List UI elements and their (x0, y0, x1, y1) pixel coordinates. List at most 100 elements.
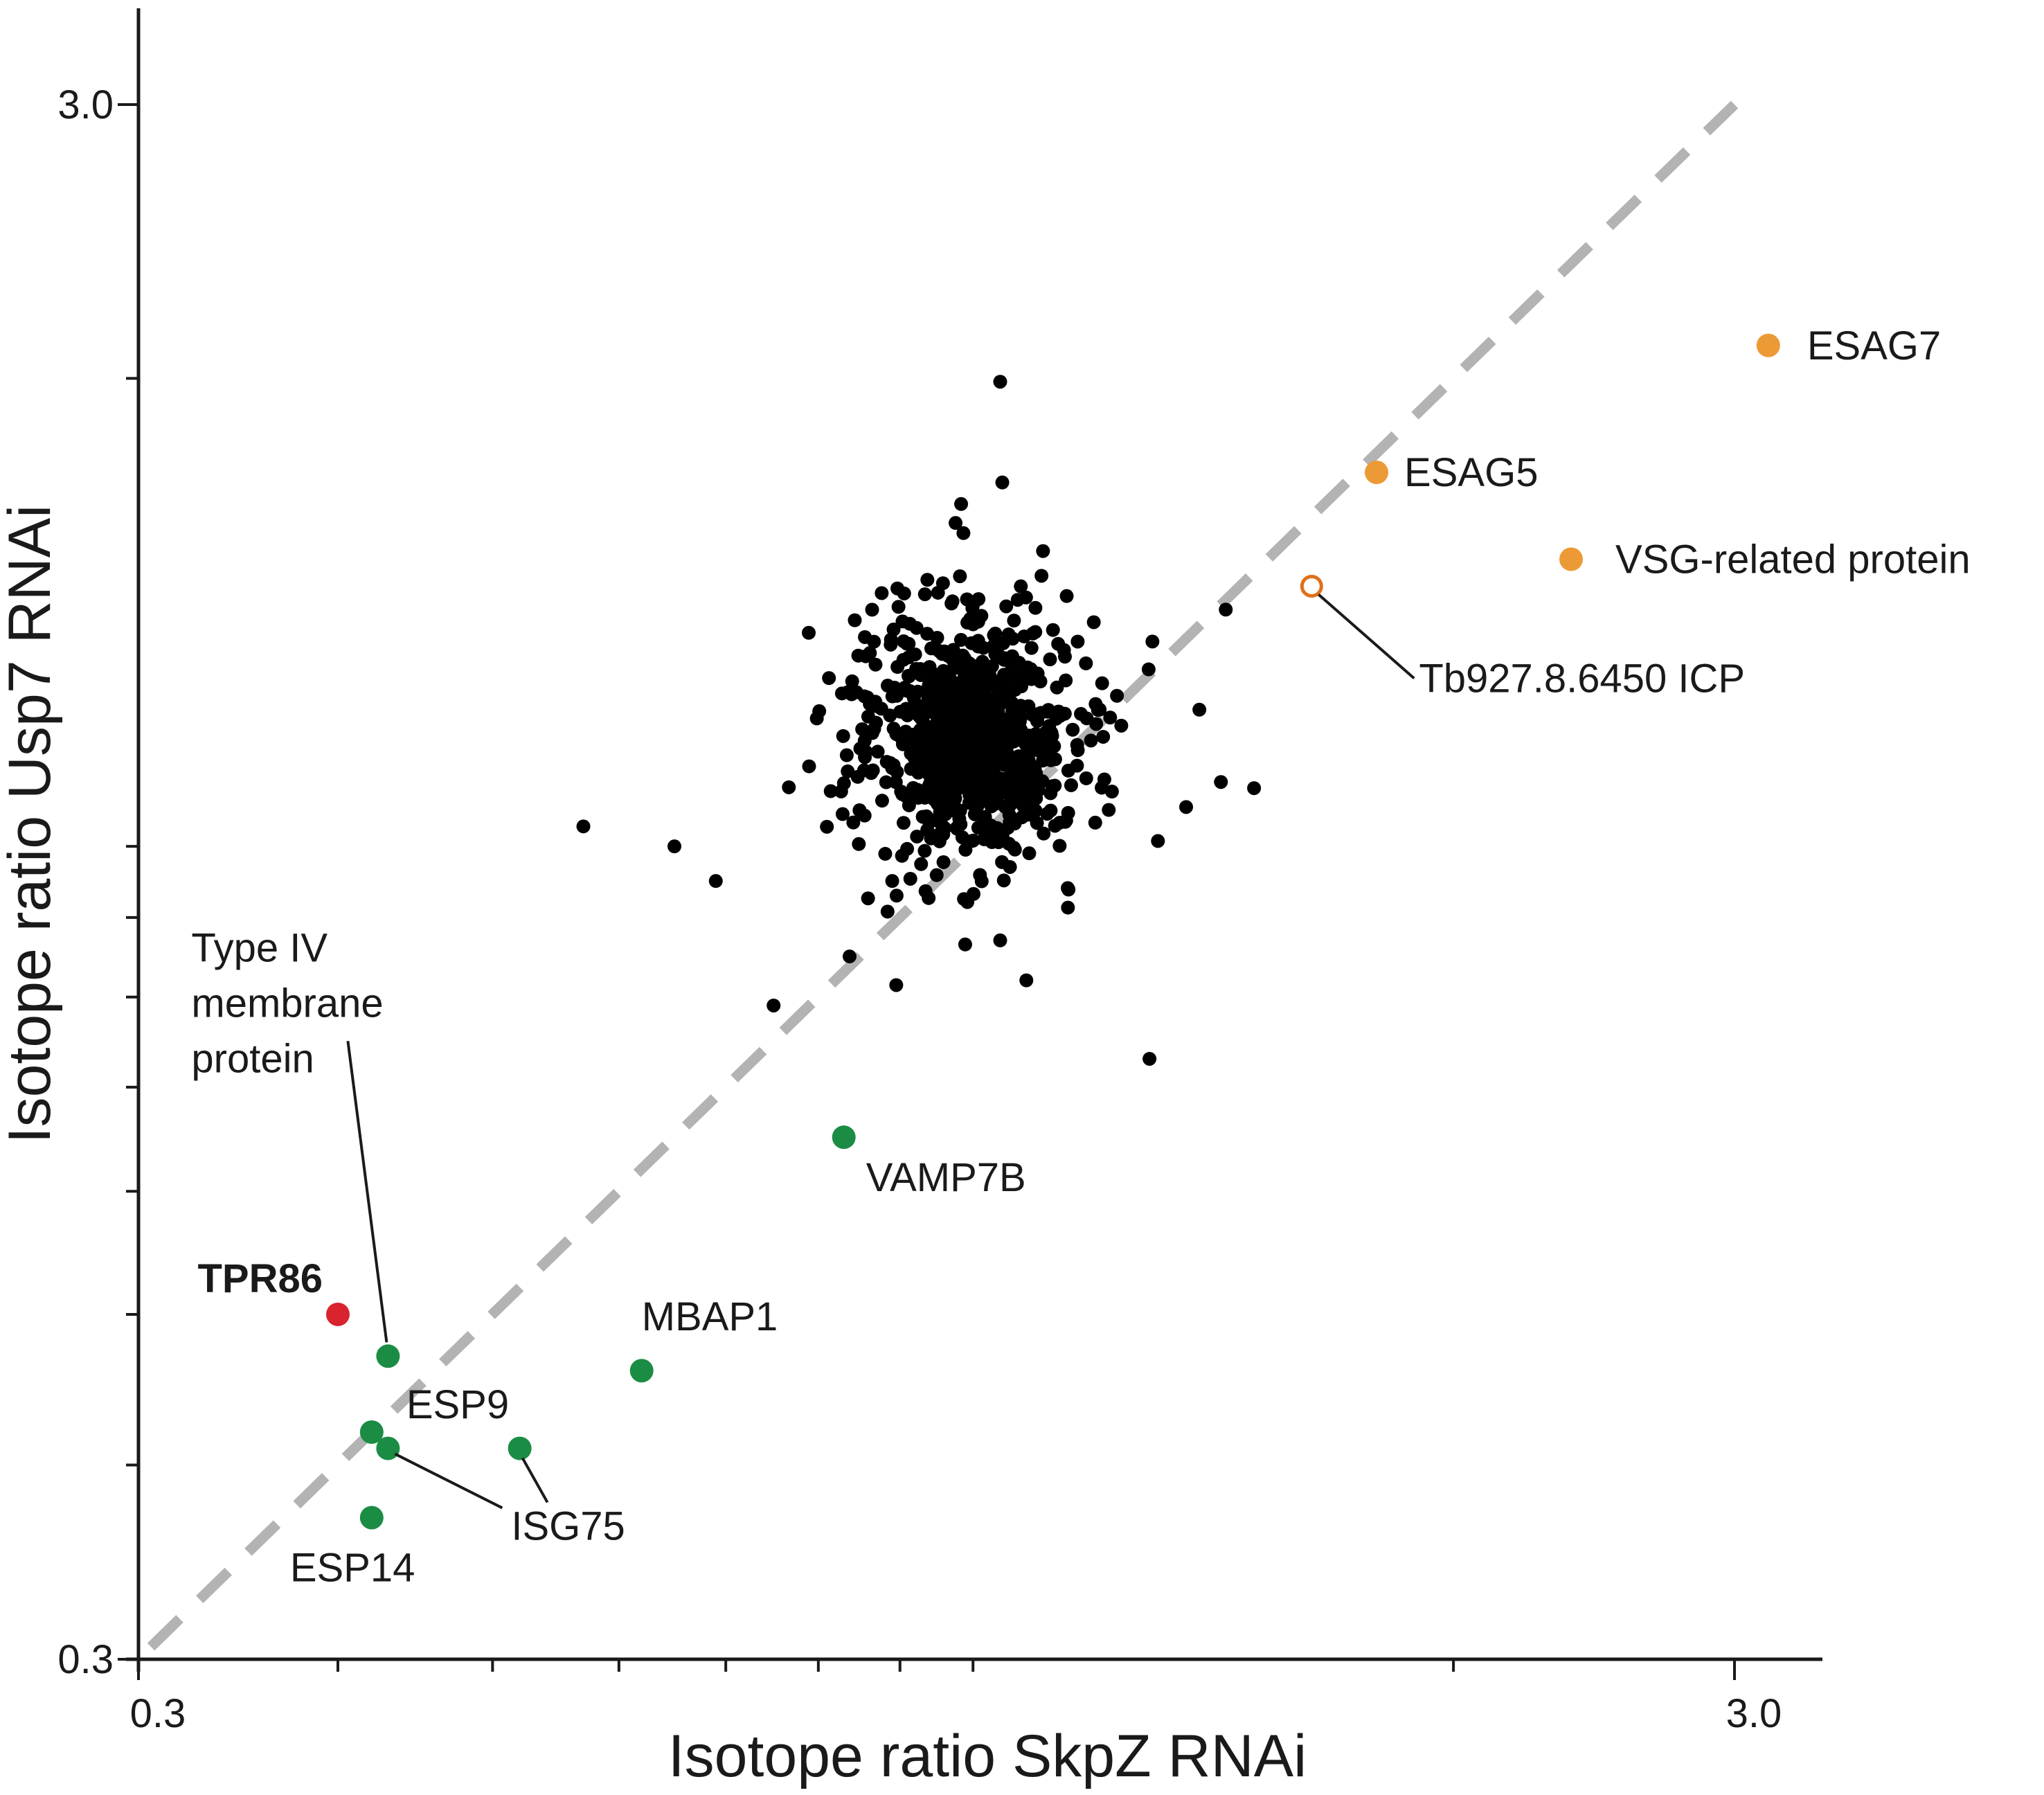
data-point (890, 660, 905, 675)
label-line: membrane (191, 981, 383, 1026)
data-point (929, 868, 944, 882)
data-point (1000, 668, 1014, 682)
data-point (974, 706, 988, 720)
data-point (878, 846, 893, 861)
data-point (1061, 881, 1075, 895)
data-point (895, 614, 910, 629)
point-vamp7b (832, 1125, 856, 1150)
data-point (958, 674, 973, 688)
data-point (1079, 771, 1093, 785)
data-point (917, 843, 932, 858)
data-point (903, 871, 917, 886)
data-point (1110, 688, 1124, 703)
data-point (954, 497, 969, 511)
data-point (902, 650, 916, 665)
data-point (935, 647, 949, 661)
label-vsg-related-protein: VSG-related protein (1615, 537, 1971, 582)
label-line: protein (191, 1036, 314, 1081)
data-point (895, 848, 909, 863)
data-point (1004, 657, 1019, 671)
data-point (1084, 733, 1098, 748)
data-point (1089, 717, 1104, 731)
data-point (839, 748, 854, 762)
data-point (1145, 634, 1160, 649)
point-tb927-8-6450-icp (1300, 575, 1323, 598)
data-point (884, 637, 898, 652)
data-point (782, 780, 796, 794)
data-point (992, 781, 1006, 796)
leader-line-isg75b (521, 1457, 549, 1503)
data-point (1034, 729, 1048, 743)
data-point-outlier (1214, 775, 1228, 789)
data-point (977, 770, 992, 785)
axes: 0.3 3.0 0.3 3.0 (57, 8, 1822, 1736)
data-point (1043, 652, 1057, 667)
data-point (1059, 589, 1074, 603)
data-point (1035, 774, 1050, 789)
data-point (1014, 579, 1028, 593)
data-point (1095, 780, 1109, 795)
data-point (865, 602, 879, 617)
label-esag7: ESAG7 (1807, 323, 1941, 368)
data-point (904, 747, 918, 761)
data-point (935, 801, 949, 816)
data-point (902, 669, 916, 684)
label-tpr86: TPR86 (197, 1256, 323, 1301)
data-point (924, 666, 939, 680)
highlighted-points (325, 333, 1780, 1530)
point-esag7 (1756, 333, 1780, 357)
data-point (848, 613, 862, 627)
data-point (952, 812, 967, 826)
data-point (802, 625, 816, 640)
background-points (576, 375, 1262, 1066)
data-point (953, 632, 968, 647)
leader-line-isg75 (394, 1452, 503, 1510)
data-point (971, 592, 986, 607)
data-point (992, 824, 1006, 839)
data-point-outlier (1019, 973, 1034, 988)
data-point (889, 978, 904, 992)
data-point (921, 687, 935, 702)
data-point (867, 634, 881, 649)
data-point (987, 758, 1001, 773)
data-point (945, 594, 960, 609)
data-point (1061, 900, 1075, 915)
data-point (996, 873, 1011, 888)
data-point (1001, 627, 1016, 642)
data-point-outlier (1142, 1051, 1157, 1066)
data-point-outlier (667, 839, 682, 854)
data-point (1002, 807, 1016, 822)
data-point (835, 807, 850, 821)
data-point (1059, 673, 1073, 688)
data-point (999, 599, 1014, 614)
data-point (841, 764, 855, 778)
data-point (914, 857, 929, 871)
data-point (858, 750, 872, 765)
data-point (976, 641, 991, 655)
data-point (914, 668, 929, 682)
data-point (1030, 713, 1045, 727)
data-point (964, 775, 978, 789)
data-point (1010, 726, 1025, 741)
data-point (822, 671, 836, 686)
data-point (889, 888, 904, 903)
data-point (1051, 636, 1066, 651)
data-point (842, 949, 857, 964)
data-point (1070, 758, 1084, 773)
point-labels: ESAG7 ESAG5 VSG-related protein Tb927.8.645… (191, 323, 1970, 1591)
data-point (1086, 615, 1101, 629)
data-point (863, 697, 877, 711)
data-point (1022, 846, 1037, 861)
y-tick-label: 0.3 (57, 1637, 114, 1682)
data-point (985, 791, 999, 805)
label-tb927-8-6450-icp: Tb927.8.6450 ICP (1419, 657, 1745, 702)
data-point (1057, 706, 1072, 721)
label-vamp7b: VAMP7B (866, 1155, 1026, 1200)
data-point (1040, 704, 1055, 719)
data-point (974, 671, 988, 686)
data-point (1037, 826, 1051, 841)
data-point (999, 741, 1014, 756)
data-point (1103, 711, 1118, 725)
data-point (918, 884, 933, 898)
data-point (870, 744, 885, 759)
